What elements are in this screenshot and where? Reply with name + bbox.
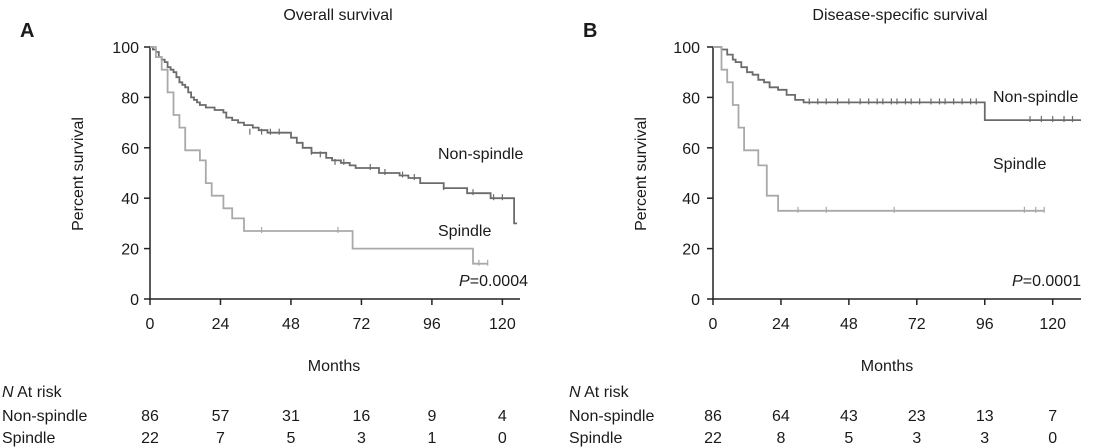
- panel-a-non-spindle-curve: [150, 46, 518, 225]
- panel-a-at-risk-value: 57: [212, 408, 230, 425]
- panel-a-at-risk-value: 31: [282, 408, 300, 425]
- panel-b-at-risk-header: N At risk: [569, 384, 630, 401]
- panel-b-xtick-label: 120: [1039, 316, 1066, 333]
- panel-b-xtick-label: 48: [840, 316, 858, 333]
- panel-b-at-risk-value: 3: [980, 430, 989, 447]
- panel-b-at-risk-value: 23: [908, 408, 926, 425]
- panel-a-at-risk-value: 86: [141, 408, 159, 425]
- panel-b-letter: B: [583, 20, 597, 42]
- panel-a-at-risk-value: 7: [216, 430, 225, 447]
- panel-b-xtick-label: 0: [709, 316, 718, 333]
- panel-b-title: Disease-specific survival: [812, 7, 987, 24]
- panel-a-at-risk-value: 9: [427, 408, 436, 425]
- panel-a-at-risk-row-label: Non-spindle: [2, 408, 87, 425]
- panel-b-ytick-label: 20: [682, 242, 700, 259]
- panel-a-at-risk-value: 16: [353, 408, 371, 425]
- panel-b-at-risk-value: 3: [912, 430, 921, 447]
- panel-b-at-risk-value: 0: [1048, 430, 1057, 447]
- panel-b-ytick-label: 40: [682, 191, 700, 208]
- panel-b-ytick-label: 60: [682, 141, 700, 158]
- panel-a-xtick-label: 96: [423, 316, 441, 333]
- panel-b-xlabel: Months: [861, 358, 913, 375]
- panel-a-ytick-label: 40: [121, 191, 139, 208]
- panel-a-non-spindle-label: Non-spindle: [438, 146, 523, 163]
- panel-a-ytick-label: 100: [112, 40, 139, 57]
- panel-b-ytick-label: 80: [682, 90, 700, 107]
- panel-a-spindle-curve: [150, 46, 488, 265]
- panel-a-at-risk-value: 0: [498, 430, 507, 447]
- panel-b-ytick-label: 100: [673, 40, 700, 57]
- panel-a-p-value: P=0.0004: [459, 273, 528, 290]
- panel-b-xtick-label: 96: [976, 316, 994, 333]
- panel-a-at-risk-value: 3: [357, 430, 366, 447]
- panel-b-ylabel: Percent survival: [633, 117, 650, 231]
- panel-a-xtick-label: 0: [146, 316, 155, 333]
- panel-a-at-risk-header: N At risk: [2, 384, 63, 401]
- panel-b-at-risk-value: 13: [976, 408, 994, 425]
- panel-b-p-value: P=0.0001: [1012, 273, 1081, 290]
- panel-b-ytick-label: 0: [691, 292, 700, 309]
- panel-b-at-risk-row-label: Non-spindle: [569, 408, 654, 425]
- panel-a-title: Overall survival: [283, 7, 392, 24]
- panel-a-at-risk-value: 5: [286, 430, 295, 447]
- panel-b-spindle-label: Spindle: [993, 156, 1046, 173]
- panel-b-at-risk-value: 8: [776, 430, 785, 447]
- panel-b-non-spindle-label: Non-spindle: [993, 89, 1078, 106]
- panel-b-xtick-label: 24: [772, 316, 790, 333]
- panel-b-at-risk-value: 22: [704, 430, 722, 447]
- panel-a-ytick-label: 0: [130, 292, 139, 309]
- panel-b-at-risk-value: 64: [772, 408, 790, 425]
- panel-a-at-risk-value: 4: [498, 408, 507, 425]
- panel-b-at-risk-value: 7: [1048, 408, 1057, 425]
- panel-a-at-risk-row-label: Spindle: [2, 430, 55, 447]
- panel-b-at-risk-row-label: Spindle: [569, 430, 622, 447]
- panel-b-spindle-curve: [713, 46, 1045, 212]
- panel-b-at-risk-value: 86: [704, 408, 722, 425]
- panel-a-spindle-label: Spindle: [438, 223, 491, 240]
- panel-b-at-risk-value: 5: [844, 430, 853, 447]
- panel-a-xtick-label: 120: [489, 316, 516, 333]
- panel-b-at-risk-value: 43: [840, 408, 858, 425]
- panel-a-ytick-label: 80: [121, 90, 139, 107]
- panel-a-letter: A: [20, 20, 34, 42]
- panel-a-at-risk-value: 1: [427, 430, 436, 447]
- panel-b-non-spindle-curve: [713, 46, 1081, 121]
- panel-a-at-risk-value: 22: [141, 430, 159, 447]
- panel-a-xtick-label: 24: [212, 316, 230, 333]
- panel-a-xtick-label: 72: [353, 316, 371, 333]
- panel-a-xtick-label: 48: [282, 316, 300, 333]
- panel-a-ytick-label: 60: [121, 141, 139, 158]
- panel-b-xtick-label: 72: [908, 316, 926, 333]
- panel-a-xlabel: Months: [308, 358, 360, 375]
- panel-a-ylabel: Percent survival: [70, 117, 87, 231]
- panel-a-ytick-label: 20: [121, 242, 139, 259]
